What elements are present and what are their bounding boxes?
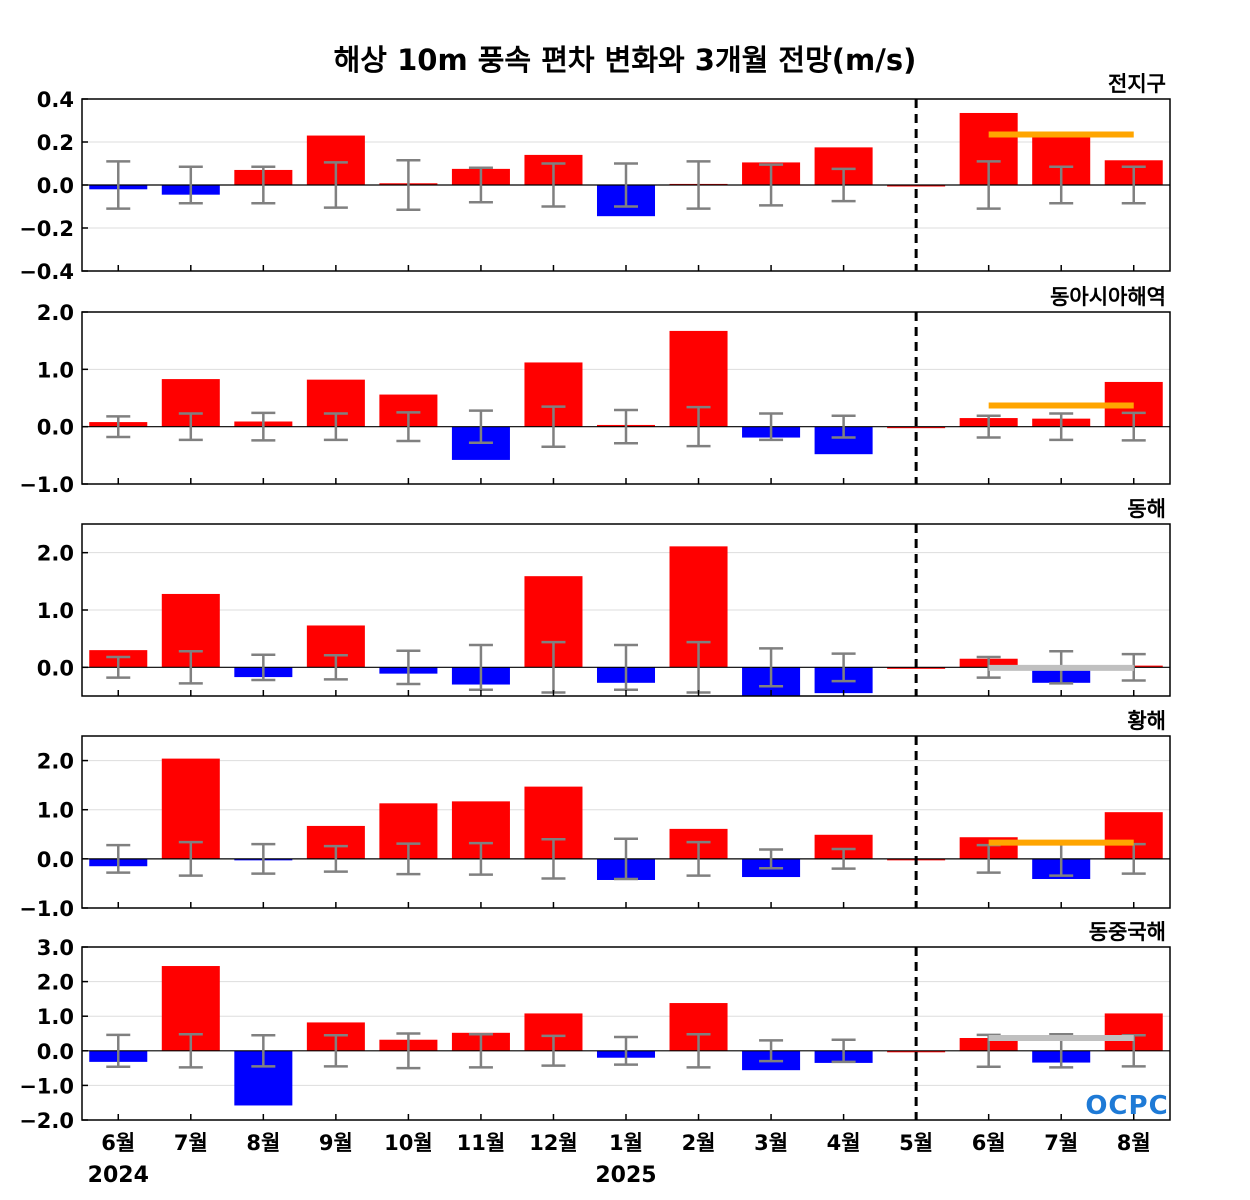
y-tick-label: 0.2 <box>37 131 74 155</box>
y-tick-label: −0.4 <box>19 260 74 284</box>
panel-data <box>82 330 1170 460</box>
bar <box>887 667 946 669</box>
panel: 3.0 2.0 1.0 0.0 −1.0 −2.0 동중국해 <box>19 920 1171 1133</box>
panel-data <box>82 758 1170 881</box>
region-label: 동중국해 <box>1089 920 1166 944</box>
y-tick-label: −0.2 <box>19 217 74 241</box>
y-tick-label: 0.0 <box>37 416 74 440</box>
x-tick-label: 6월 <box>101 1131 135 1155</box>
panel-frame <box>81 98 1171 272</box>
y-tick-label: 2.0 <box>37 750 74 774</box>
x-tick-label: 9월 <box>319 1131 353 1155</box>
panel-data <box>82 966 1170 1106</box>
y-tick-label: 3.0 <box>37 936 74 960</box>
region-label: 동해 <box>1127 497 1166 521</box>
x-tick-label: 8월 <box>1117 1131 1151 1155</box>
ocpc-logo: OCPC <box>1085 1091 1168 1121</box>
y-tick-label: −2.0 <box>19 1109 74 1133</box>
y-tick-label: 0.0 <box>37 174 74 198</box>
y-tick-label: −1.0 <box>19 1074 74 1098</box>
y-tick-label: 0.4 <box>37 88 74 112</box>
panel-data <box>82 546 1170 696</box>
x-tick-label: 10월 <box>384 1131 433 1155</box>
y-tick-label: 0.0 <box>37 848 74 872</box>
panel: 2.0 1.0 0.0 동해 <box>37 497 1171 697</box>
region-label: 전지구 <box>1108 72 1166 96</box>
region-label: 동아시아해역 <box>1050 285 1166 309</box>
y-tick-label: 2.0 <box>37 542 74 566</box>
region-label: 황해 <box>1127 709 1166 733</box>
y-tick-label: −1.0 <box>19 473 74 497</box>
year-label: 2024 <box>88 1163 149 1188</box>
y-tick-label: 1.0 <box>37 599 74 623</box>
panel-data <box>82 112 1170 217</box>
panel-frame <box>81 523 1171 697</box>
x-axis: 6월 7월 8월 9월 10월 11월 12월 1월 2월 3월 4월 5월 6월 7월 8월 2024 202… <box>88 1131 1151 1188</box>
y-tick-label: 2.0 <box>37 971 74 995</box>
y-tick-label: 1.0 <box>37 799 74 823</box>
y-tick-label: 1.0 <box>37 358 74 382</box>
x-tick-label: 2월 <box>682 1131 716 1155</box>
y-tick-label: −1.0 <box>19 897 74 921</box>
x-tick-label: 3월 <box>754 1131 788 1155</box>
bar <box>887 426 946 429</box>
chart-title: 해상 10m 풍속 편차 변화와 3개월 전망(m/s) <box>334 43 917 77</box>
panel: 0.4 0.2 0.0 −0.2 −0.4 전지구 <box>19 72 1171 284</box>
y-tick-label: 0.0 <box>37 656 74 680</box>
y-tick-label: 1.0 <box>37 1005 74 1029</box>
x-tick-label: 11월 <box>457 1131 506 1155</box>
panel-frame <box>81 311 1171 485</box>
ocpc-logo-text: OCPC <box>1085 1091 1168 1121</box>
x-tick-label: 12월 <box>529 1131 578 1155</box>
y-tick-label: 0.0 <box>37 1040 74 1064</box>
bar <box>887 185 946 187</box>
x-tick-label: 4월 <box>827 1131 861 1155</box>
panel: 2.0 1.0 0.0 −1.0 동아시아해역 <box>19 285 1171 497</box>
y-tick-label: 2.0 <box>37 301 74 325</box>
x-tick-label: 7월 <box>174 1131 208 1155</box>
panels: 0.40.20.0−0.2−0.4전지구2.01.00.0−1.0동아시아해역2… <box>19 72 1171 1133</box>
x-tick-label: 6월 <box>972 1131 1006 1155</box>
year-label: 2025 <box>595 1163 656 1188</box>
bar <box>887 1050 946 1053</box>
x-tick-label: 5월 <box>899 1131 933 1155</box>
panel-frame <box>81 735 1171 909</box>
x-tick-label: 8월 <box>246 1131 280 1155</box>
x-tick-label: 7월 <box>1044 1131 1078 1155</box>
panel: 2.0 1.0 0.0 −1.0 황해 <box>19 709 1171 921</box>
x-tick-label: 1월 <box>609 1131 643 1155</box>
panel-frame <box>81 946 1171 1121</box>
